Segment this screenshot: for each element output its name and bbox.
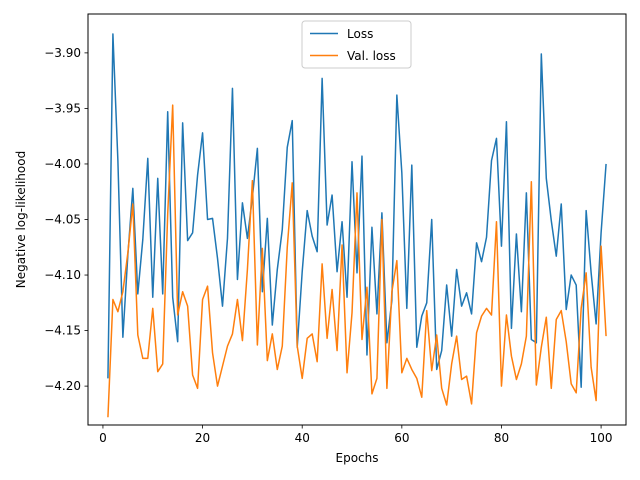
legend-label-loss: Loss [347,27,373,41]
x-tick-label: 100 [590,431,613,445]
x-tick-label: 80 [494,431,509,445]
y-tick-label: −4.20 [44,379,81,393]
y-axis-ticks: −4.20 −4.15 −4.10 −4.05 −4.00 −3.95 −3.90 [44,46,88,393]
y-tick-label: −4.10 [44,268,81,282]
series-line-loss [107,33,607,388]
x-tick-label: 20 [195,431,210,445]
series-line-val-loss [107,104,607,418]
series-layer [107,33,607,418]
y-tick-label: −3.95 [44,101,81,115]
x-axis-label: Epochs [336,451,379,465]
x-tick-label: 0 [99,431,107,445]
legend-label-val-loss: Val. loss [347,49,396,63]
x-tick-label: 60 [394,431,409,445]
x-axis-ticks: 0 20 40 60 80 100 [99,425,613,445]
x-tick-label: 40 [295,431,310,445]
y-axis-label: Negative log-likelihood [14,151,28,288]
y-tick-label: −4.15 [44,324,81,338]
y-tick-label: −3.90 [44,46,81,60]
y-tick-label: −4.05 [44,213,81,227]
legend: Loss Val. loss [301,20,412,69]
y-tick-label: −4.00 [44,157,81,171]
